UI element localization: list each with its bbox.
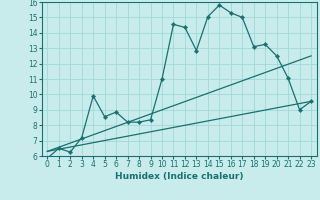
X-axis label: Humidex (Indice chaleur): Humidex (Indice chaleur) [115, 172, 244, 181]
